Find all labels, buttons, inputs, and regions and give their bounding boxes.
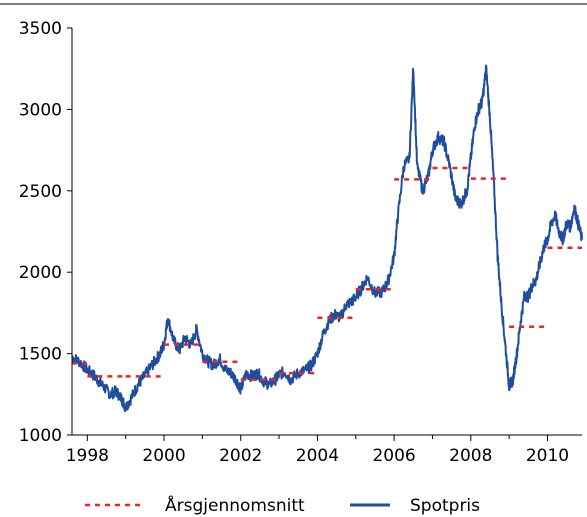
y-tick-label: 1000	[19, 426, 62, 446]
y-tick-label: 3000	[19, 100, 62, 120]
x-tick-label: 2004	[296, 446, 339, 466]
legend: Årsgjennomsnitt Spotpris	[85, 494, 480, 516]
x-tick-label: 2002	[219, 446, 262, 466]
x-tick-label: 2008	[449, 446, 492, 466]
x-tick-label: 1998	[66, 446, 109, 466]
y-tick-label: 3500	[19, 19, 62, 39]
y-tick-label: 2000	[19, 263, 62, 283]
y-tick-label: 2500	[19, 182, 62, 202]
x-tick-label: 2006	[372, 446, 415, 466]
plot-area	[71, 64, 583, 413]
x-tick-label: 2010	[526, 446, 569, 466]
y-tick-label: 1500	[19, 345, 62, 365]
legend-label: Årsgjennomsnitt	[165, 494, 305, 516]
legend-label: Spotpris	[410, 496, 480, 516]
series-line-spotpris	[71, 64, 583, 413]
x-tick-label: 2000	[142, 446, 185, 466]
axes: 1000 1500 2000 2500 3000 3500 1998 2000 2002 2004…	[19, 19, 582, 466]
